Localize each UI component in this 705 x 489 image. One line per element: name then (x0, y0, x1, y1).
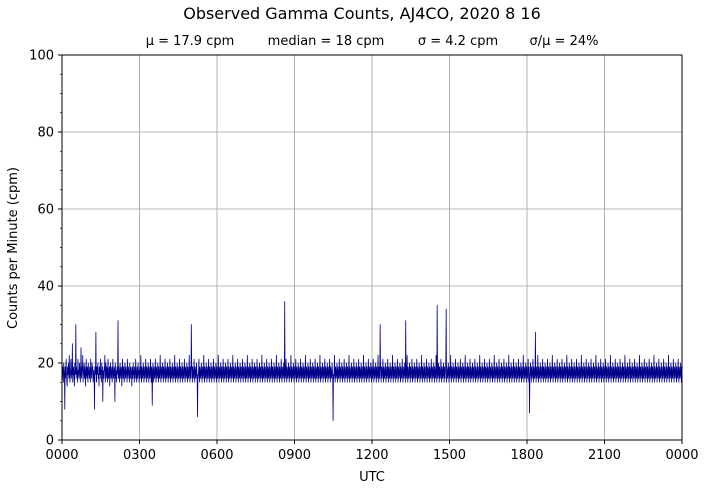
x-axis-label: UTC (359, 470, 385, 485)
stat-ratio: σ/μ = 24% (530, 34, 599, 49)
y-tick-label: 60 (37, 203, 54, 218)
x-tick-label: 0000 (45, 448, 78, 463)
stat-sigma: σ = 4.2 cpm (418, 34, 498, 49)
y-tick-label: 40 (37, 280, 54, 295)
x-tick-label: 0900 (278, 448, 311, 463)
y-axis: 0 20 40 60 80 100 (29, 49, 62, 449)
x-tick-label: 2100 (588, 448, 621, 463)
x-tick-label: 1800 (510, 448, 543, 463)
x-tick-label: 1200 (355, 448, 388, 463)
chart-title: Observed Gamma Counts, AJ4CO, 2020 8 16 (183, 4, 541, 23)
grid (62, 55, 682, 440)
y-tick-label: 20 (37, 357, 54, 372)
y-tick-label: 0 (46, 434, 54, 449)
y-tick-label: 80 (37, 126, 54, 141)
series-line-0 (61, 301, 683, 422)
x-tick-label: 0000 (665, 448, 698, 463)
series-group (61, 301, 683, 422)
x-tick-label: 0300 (123, 448, 156, 463)
x-tick-label: 0600 (200, 448, 233, 463)
x-tick-label: 1500 (433, 448, 466, 463)
y-axis-label: Counts per Minute (cpm) (6, 167, 21, 329)
y-tick-label: 100 (29, 49, 54, 64)
stat-median: median = 18 cpm (268, 34, 385, 49)
stat-mean: μ = 17.9 cpm (146, 34, 235, 49)
x-axis: 0000 0300 0600 0900 1200 1500 1800 2100 0000 (45, 440, 699, 463)
